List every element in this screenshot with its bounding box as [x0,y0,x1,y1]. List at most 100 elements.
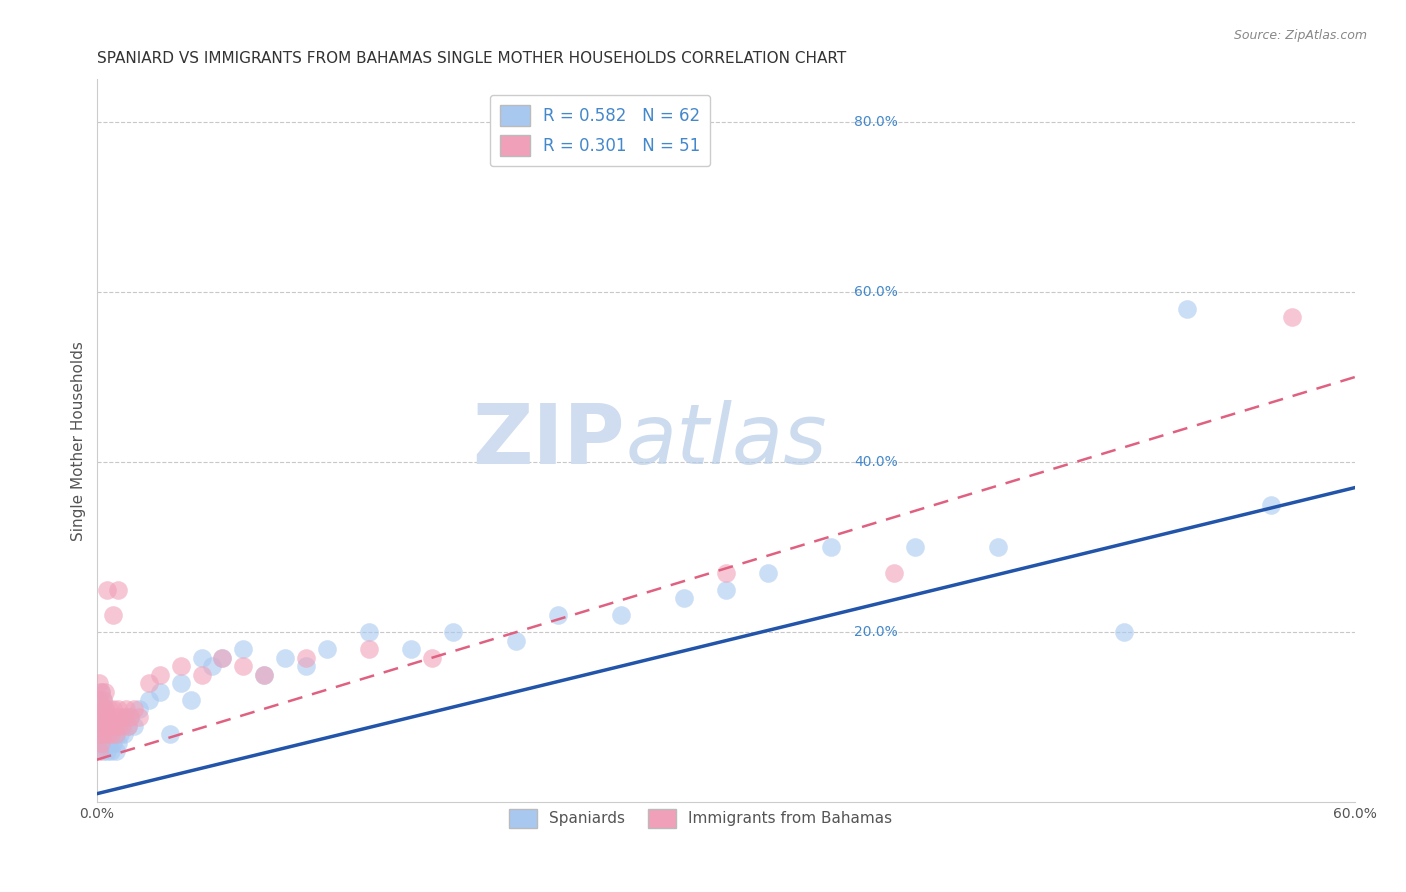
Point [90,684,112,698]
Point [96,582,118,597]
Point [98,702,121,716]
Point [87,710,110,724]
Point [91,710,114,724]
Point [96,727,118,741]
Point [90,736,112,750]
Point [159,727,181,741]
Point [87,676,110,690]
Point [232,642,254,657]
Point [107,582,129,597]
Point [90,736,112,750]
Text: Source: ZipAtlas.com: Source: ZipAtlas.com [1233,29,1367,42]
Point [87,693,110,707]
Point [1260,498,1282,512]
Point [103,608,125,623]
Point [117,719,139,733]
Point [359,625,381,640]
Point [169,676,191,690]
Point [756,566,779,580]
Point [98,719,121,733]
Point [108,727,131,741]
Point [295,659,318,673]
Point [295,650,318,665]
Point [91,693,114,707]
Point [94,719,117,733]
Point [138,676,160,690]
Point [128,710,150,724]
Point [274,650,297,665]
Point [107,719,129,733]
Point [103,702,125,716]
Point [91,727,114,741]
Point [211,650,233,665]
Point [100,744,122,758]
Point [94,719,117,733]
Point [103,719,125,733]
Point [714,582,737,597]
Point [104,727,127,741]
Point [90,684,112,698]
Point [441,625,464,640]
Point [190,667,212,681]
Point [714,566,737,580]
Point [112,710,135,724]
Point [180,693,202,707]
Point [359,642,381,657]
Point [124,702,146,716]
Point [90,702,112,716]
Point [128,702,150,716]
Point [672,591,695,606]
Point [104,710,127,724]
Point [107,719,129,733]
Point [96,744,118,758]
Point [87,727,110,741]
Point [103,736,125,750]
Point [90,719,112,733]
Point [610,608,633,623]
Point [547,608,569,623]
Point [107,702,129,716]
Text: 20.0%: 20.0% [855,625,898,640]
Point [820,540,842,554]
Point [169,659,191,673]
Point [124,719,146,733]
Point [90,702,112,716]
Point [94,736,117,750]
Point [253,667,276,681]
Point [316,642,339,657]
Point [96,710,118,724]
Point [94,684,117,698]
Point [98,736,121,750]
Point [148,667,170,681]
Point [91,744,114,758]
Point [87,727,110,741]
Point [903,540,925,554]
Point [112,727,135,741]
Point [420,650,443,665]
Point [100,727,122,741]
Point [111,719,134,733]
Point [505,633,527,648]
Point [1281,310,1303,325]
Point [232,659,254,673]
Point [201,659,224,673]
Point [399,642,422,657]
Point [96,727,118,741]
Point [115,710,138,724]
Point [90,719,112,733]
Point [100,727,122,741]
Text: 60.0%: 60.0% [855,285,898,299]
Text: SPANIARD VS IMMIGRANTS FROM BAHAMAS SINGLE MOTHER HOUSEHOLDS CORRELATION CHART: SPANIARD VS IMMIGRANTS FROM BAHAMAS SING… [97,51,846,66]
Point [253,667,276,681]
Point [87,693,110,707]
Point [94,702,117,716]
Point [98,719,121,733]
Point [91,727,114,741]
Point [117,719,139,733]
Point [211,650,233,665]
Point [87,710,110,724]
Point [94,702,117,716]
Point [103,719,125,733]
Point [91,693,114,707]
Point [104,744,127,758]
